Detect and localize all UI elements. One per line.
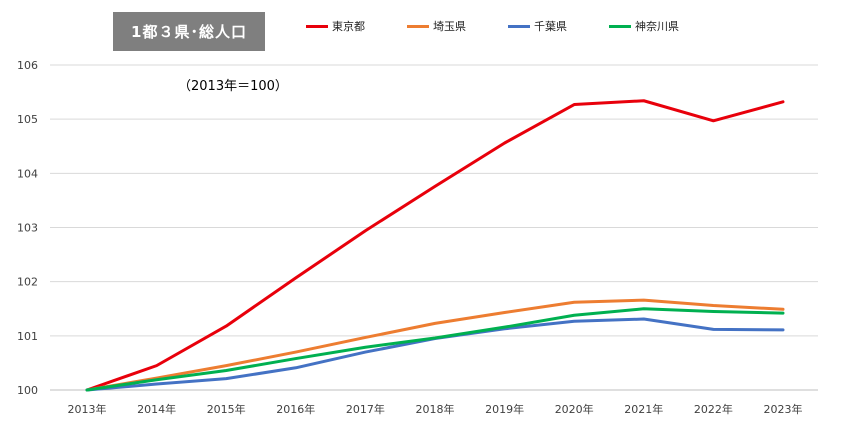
legend-item-saitama: 埼玉県 [407,18,508,34]
x-tick-label: 2023年 [764,402,803,416]
x-tick-label: 2021年 [624,402,663,416]
series-line-2 [85,317,785,392]
y-tick-label: 104 [17,167,38,180]
legend-label-chiba: 千葉県 [534,20,567,33]
legend-swatch-chiba [508,24,530,28]
legend-item-tokyo: 東京都 [306,18,407,34]
y-tick-label: 105 [17,113,38,126]
legend-swatch-tokyo [306,24,328,28]
legend: 東京都 埼玉県 千葉県 神奈川県 [306,18,710,34]
y-tick-label: 100 [17,384,38,397]
gridlines [50,64,818,391]
y-tick-label: 106 [17,59,38,72]
series-lines [85,99,785,392]
x-tick-label: 2015年 [207,402,246,416]
x-tick-label: 2017年 [346,402,385,416]
legend-label-kanagawa: 神奈川県 [635,20,679,33]
x-tick-label: 2019年 [485,402,524,416]
series-line-0 [85,99,785,392]
x-tick-label: 2020年 [555,402,594,416]
legend-label-saitama: 埼玉県 [433,20,466,33]
y-tick-label: 103 [17,222,38,235]
y-tick-label: 101 [17,330,38,343]
y-tick-label: 102 [17,276,38,289]
x-axis-ticks: 2013年 2014年 2015年 2016年 2017年 2018年 2019年 2020年… [68,402,803,416]
x-tick-label: 2014年 [137,402,176,416]
x-tick-label: 2013年 [68,402,107,416]
x-tick-label: 2018年 [416,402,455,416]
x-tick-label: 2016年 [276,402,315,416]
legend-item-chiba: 千葉県 [508,18,609,34]
series-line-3 [85,307,785,392]
chart-title: 1都３県･総人口 [113,12,265,51]
legend-swatch-kanagawa [609,24,631,28]
series-line-1 [85,298,785,392]
chart-subtitle: （2013年＝100） [178,79,288,94]
legend-item-kanagawa: 神奈川県 [609,18,710,34]
legend-label-tokyo: 東京都 [332,20,365,33]
legend-swatch-saitama [407,24,429,28]
y-axis-ticks: 100 101 102 103 104 105 106 [17,59,38,397]
x-tick-label: 2022年 [694,402,733,416]
